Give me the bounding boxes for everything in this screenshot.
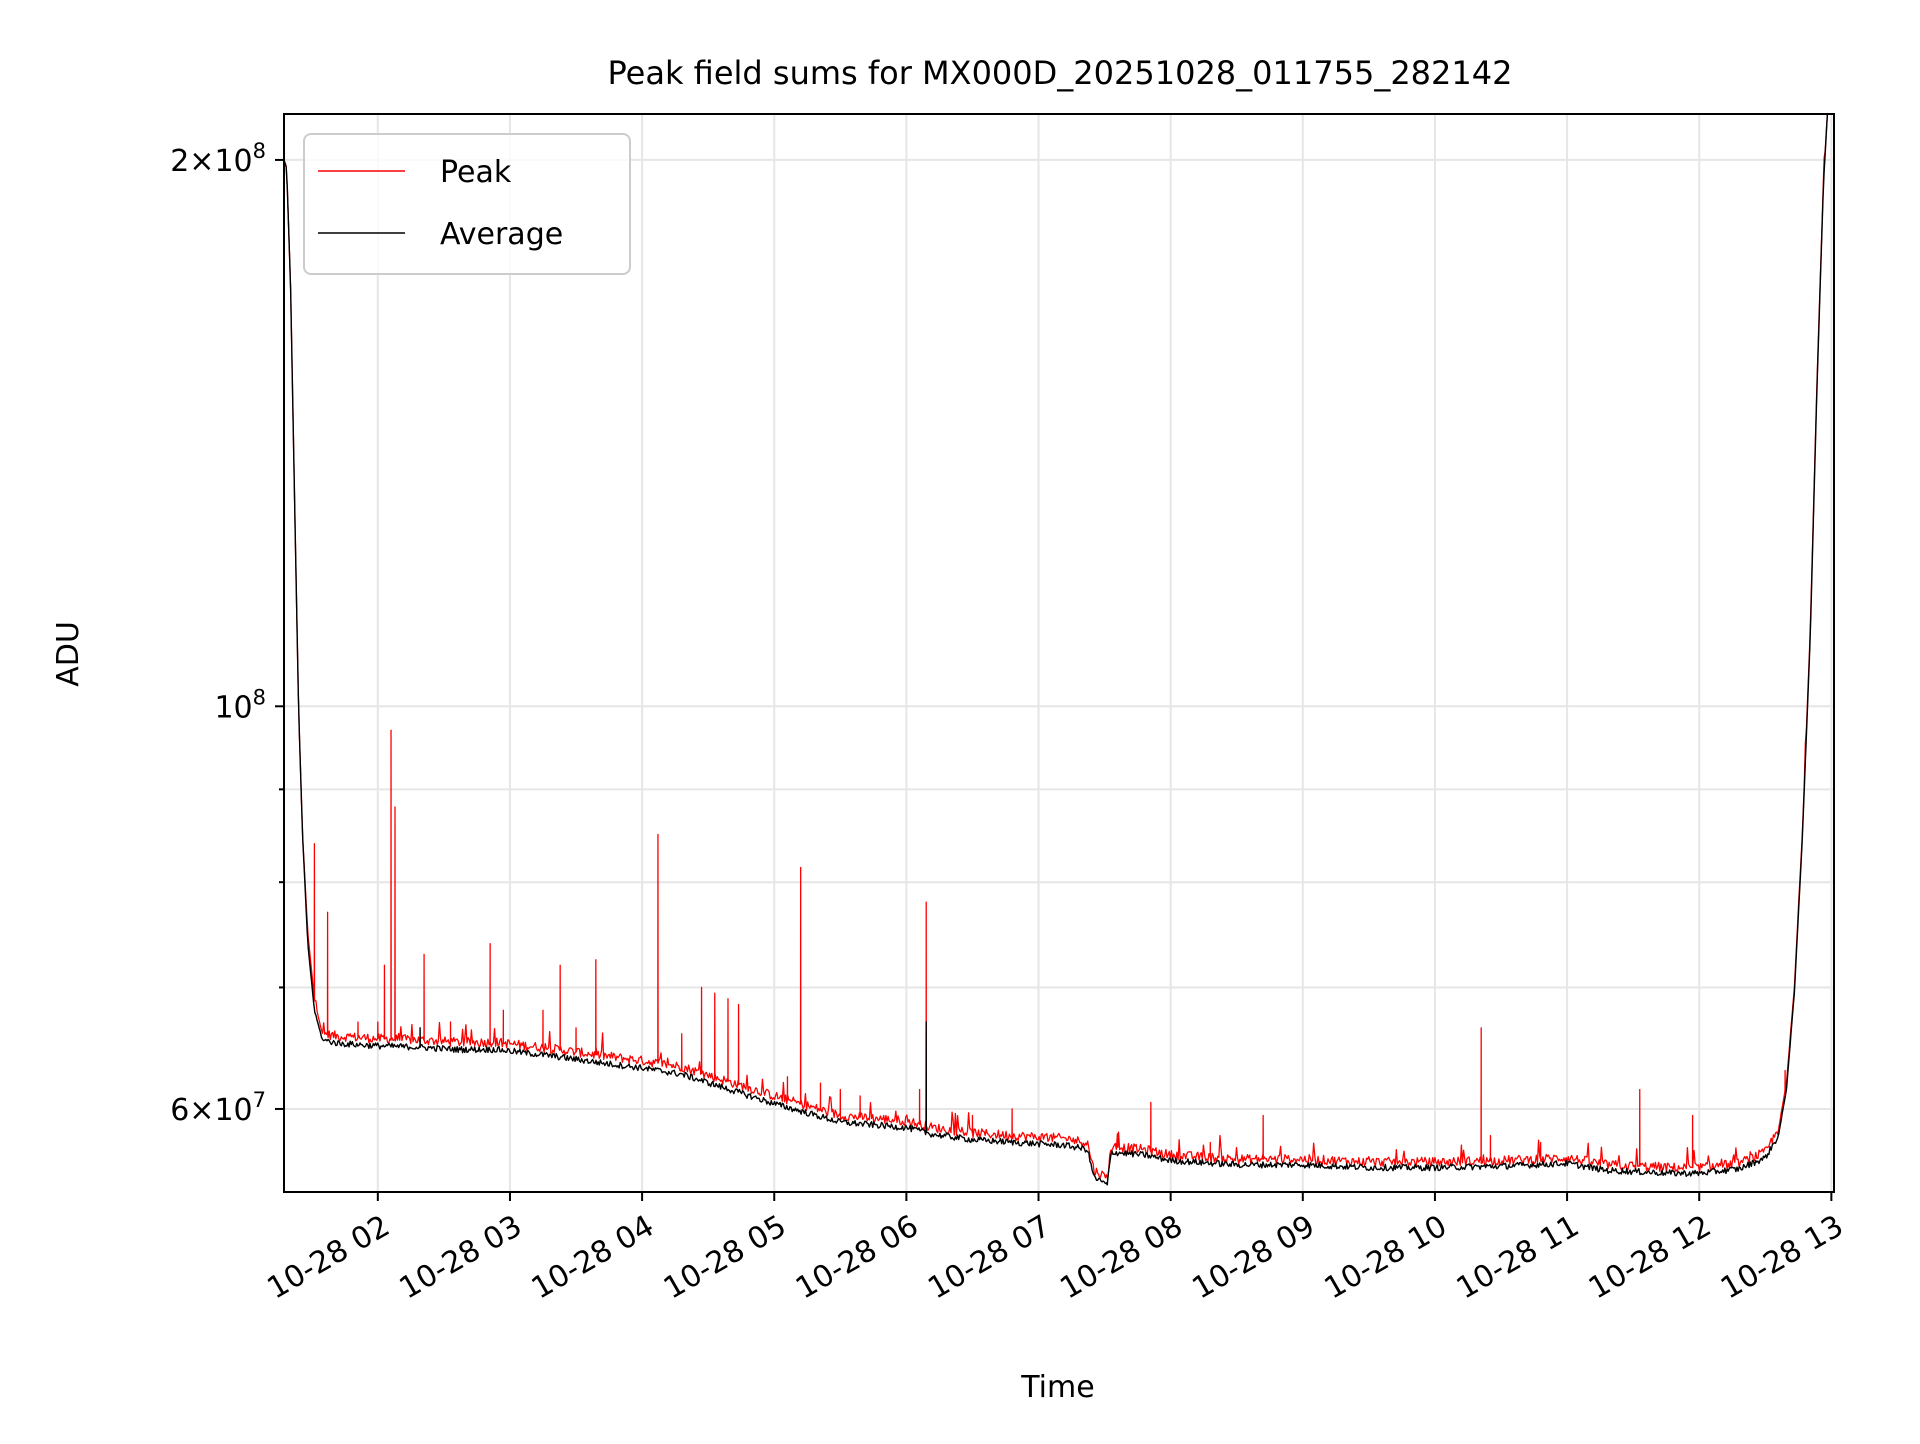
series-layer: [284, 114, 1829, 1186]
y-tick-label: 2×108: [170, 139, 266, 179]
grid-lines: [284, 114, 1834, 1192]
x-tick-label: 10-28 03: [394, 1209, 528, 1307]
x-tick-label: 10-28 13: [1715, 1209, 1849, 1307]
series-line-average: [284, 114, 1829, 1186]
x-tick-label: 10-28 12: [1583, 1209, 1717, 1307]
chart-title: Peak field sums for MX000D_20251028_0117…: [608, 54, 1513, 92]
legend-box: [303, 133, 631, 275]
x-tick-label: 10-28 11: [1451, 1209, 1585, 1307]
x-tick-label: 10-28 06: [790, 1209, 924, 1307]
legend-label-peak: Peak: [440, 155, 512, 190]
y-axis-label: ADU: [51, 621, 86, 687]
x-tick-label: 10-28 07: [922, 1209, 1056, 1307]
x-axis-label: Time: [1020, 1370, 1094, 1405]
y-axis: 6×107 108 2×108: [170, 139, 284, 1128]
legend-label-average: Average: [440, 217, 563, 252]
series-line-peak: [284, 114, 1829, 1180]
x-tick-label: 10-28 04: [526, 1209, 660, 1307]
x-tick-label: 10-28 02: [262, 1209, 396, 1307]
x-tick-label: 10-28 08: [1054, 1209, 1188, 1307]
x-tick-label: 10-28 10: [1319, 1209, 1453, 1307]
y-tick-label: 108: [214, 685, 266, 725]
x-tick-label: 10-28 05: [658, 1209, 792, 1307]
plot-frame: [283, 113, 1835, 1193]
legend[interactable]: Peak Average: [303, 133, 631, 275]
x-tick-label: 10-28 09: [1186, 1209, 1320, 1307]
y-tick-label: 6×107: [170, 1088, 266, 1128]
